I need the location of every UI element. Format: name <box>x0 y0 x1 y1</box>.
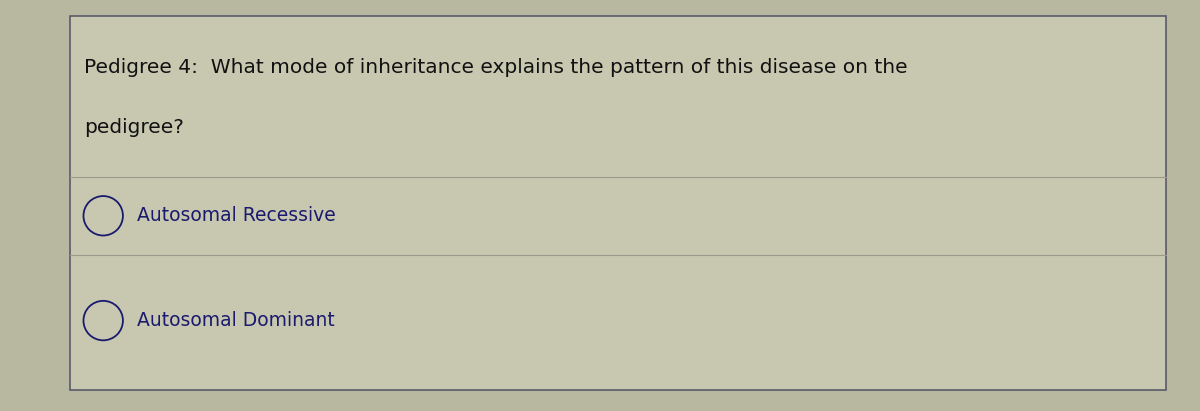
FancyBboxPatch shape <box>70 16 1166 390</box>
Text: Autosomal Dominant: Autosomal Dominant <box>137 311 335 330</box>
Text: Pedigree 4:  What mode of inheritance explains the pattern of this disease on th: Pedigree 4: What mode of inheritance exp… <box>84 58 907 77</box>
Text: Autosomal Recessive: Autosomal Recessive <box>137 206 336 225</box>
Text: pedigree?: pedigree? <box>84 118 184 137</box>
